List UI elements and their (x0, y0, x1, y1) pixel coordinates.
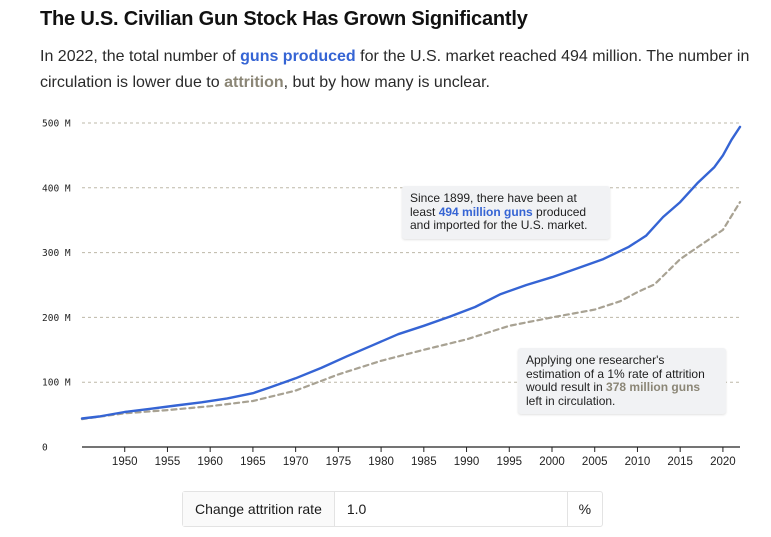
produced-annotation-highlight: 494 million guns (438, 204, 533, 219)
x-tick-label: 1995 (496, 456, 522, 468)
x-tick-label: 2005 (582, 456, 608, 468)
x-tick-label: 1950 (112, 456, 138, 468)
y-tick-label: 200 M (42, 313, 71, 324)
y-tick-label: 0 (42, 443, 48, 454)
produced-annotation-text-1: Since 1899, there have been at least (410, 191, 577, 219)
subtitle-text-1: In 2022, the total number of (40, 48, 241, 65)
attrition-legend-label: attrition (224, 74, 284, 91)
y-tick-label: 300 M (42, 248, 71, 259)
attrition-series-line (80, 201, 742, 421)
x-tick-label: 1960 (197, 456, 223, 468)
attrition-annotation-highlight: 378 million guns (606, 380, 701, 394)
x-tick-label: 2015 (667, 456, 693, 468)
x-tick-label: 2010 (625, 456, 651, 468)
x-tick-label: 1980 (368, 456, 394, 468)
x-tick-label: 1985 (411, 456, 437, 468)
attrition-rate-label: Change attrition rate (183, 492, 335, 526)
x-tick-label: 1970 (283, 456, 309, 468)
line-chart: 0 100 M 200 M 300 M 400 M 500 M 1950 1955 1960 19… (42, 119, 742, 468)
produced-legend-label: guns produced (240, 48, 356, 65)
attrition-annotation-text-1: Applying one researcher's estimation of … (526, 353, 705, 394)
attrition-annotation: Applying one researcher's estimation of … (518, 348, 726, 414)
x-tick-label: 1990 (454, 456, 480, 468)
subtitle-text-3: , but by how many is unclear. (283, 74, 490, 91)
subtitle-text-2: for the U.S. market reached 494 million.… (40, 48, 750, 91)
attrition-annotation-text-2: left in circulation. (526, 393, 616, 408)
percent-unit: % (566, 492, 602, 526)
attrition-rate-control: Change attrition rate % (182, 491, 603, 527)
x-tick-label: 1975 (326, 456, 352, 468)
x-tick-label: 1955 (155, 456, 181, 468)
produced-series-line (80, 125, 742, 420)
chart-subtitle: In 2022, the total number of guns produc… (40, 44, 755, 96)
produced-annotation: Since 1899, there have been at least 494… (402, 186, 610, 239)
x-tick-label: 1965 (240, 456, 266, 468)
y-tick-label: 400 M (42, 183, 71, 194)
x-tick-label: 2020 (710, 456, 736, 468)
chart-title: The U.S. Civilian Gun Stock Has Grown Si… (40, 8, 528, 30)
x-tick-label: 2000 (539, 456, 565, 468)
produced-annotation-text-2: produced and imported for the U.S. marke… (410, 204, 588, 232)
attrition-rate-input[interactable] (334, 492, 567, 526)
y-tick-label: 500 M (42, 119, 71, 130)
y-tick-label: 100 M (42, 378, 71, 389)
